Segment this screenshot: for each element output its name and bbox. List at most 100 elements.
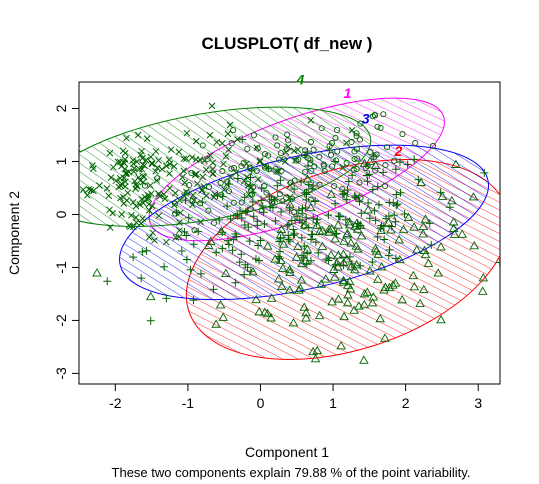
point-triangle: [345, 284, 356, 293]
point-plus: [300, 188, 309, 197]
point-triangle: [363, 205, 373, 214]
point-plus: [382, 214, 391, 223]
point-circle: [184, 189, 191, 196]
point-plus: [103, 277, 112, 286]
point-triangle: [379, 285, 389, 294]
point-triangle: [370, 160, 381, 170]
point-cross: [234, 136, 241, 143]
point-plus: [322, 255, 331, 264]
point-triangle: [299, 302, 310, 311]
point-cross: [165, 156, 173, 164]
point-cross: [148, 159, 156, 167]
point-triangle: [375, 313, 385, 323]
point-cross: [67, 171, 73, 177]
point-cross: [112, 177, 120, 185]
chart-title: CLUSPLOT( df_new ): [202, 34, 373, 53]
point-plus: [371, 216, 380, 225]
point-cross: [348, 126, 356, 134]
point-cross: [125, 168, 133, 176]
point-plus: [331, 199, 340, 208]
point-plus: [224, 240, 233, 249]
y-tick-label: 1: [53, 157, 69, 165]
point-plus: [348, 171, 357, 180]
point-cross: [343, 139, 350, 147]
point-triangle: [376, 225, 387, 234]
point-plus: [495, 258, 500, 267]
point-triangle: [533, 222, 539, 229]
point-cross: [79, 144, 81, 152]
point-cross: [148, 160, 156, 168]
point-plus: [138, 247, 147, 256]
point-cross: [116, 174, 124, 182]
point-cross: [206, 131, 214, 139]
point-cross: [137, 220, 145, 227]
point-plus: [297, 233, 306, 242]
point-cross: [339, 164, 347, 171]
point-cross: [240, 177, 248, 185]
point-cross: [155, 157, 162, 164]
point-circle: [284, 131, 291, 138]
point-triangle: [390, 278, 401, 287]
point-triangle: [478, 273, 489, 282]
point-circle: [289, 195, 296, 202]
point-plus: [240, 270, 249, 279]
point-cross: [96, 182, 103, 189]
point-cross: [256, 157, 264, 164]
point-cross: [170, 163, 178, 170]
point-plus: [353, 219, 362, 228]
point-cross: [85, 185, 93, 193]
point-cross: [72, 178, 78, 184]
point-circle: [238, 199, 245, 206]
point-cross: [152, 147, 160, 155]
point-plus: [257, 196, 266, 205]
point-plus: [294, 206, 303, 215]
point-plus: [391, 217, 400, 226]
point-triangle: [339, 311, 349, 321]
y-tick-label: -1: [53, 261, 69, 274]
point-cross: [106, 224, 114, 231]
point-plus: [162, 294, 171, 303]
plot-area: -2 -1 0 1 2 3 -3 -2 -1 0 1 2 1 2 3 4: [53, 72, 539, 411]
point-plus: [363, 171, 372, 180]
point-plus: [237, 213, 246, 222]
point-cross: [177, 209, 184, 217]
point-cross: [253, 144, 261, 152]
point-plus: [189, 240, 198, 249]
point-plus: [298, 204, 307, 213]
point-circle: [356, 179, 363, 186]
point-plus: [391, 254, 400, 263]
point-cross: [209, 165, 217, 173]
point-plus: [302, 195, 311, 204]
point-cross: [153, 164, 161, 172]
point-circle: [263, 189, 270, 196]
point-circle: [265, 152, 272, 159]
point-plus: [289, 231, 298, 240]
point-plus: [393, 200, 402, 209]
point-cross: [207, 152, 214, 159]
point-cross: [256, 158, 264, 166]
point-plus: [307, 235, 316, 244]
x-tick-label: 3: [474, 395, 482, 411]
point-plus: [410, 155, 419, 164]
point-circle: [254, 145, 261, 152]
point-triangle: [221, 268, 231, 277]
point-plus: [177, 247, 186, 256]
point-plus: [142, 246, 151, 255]
point-plus: [389, 198, 398, 207]
point-plus: [391, 165, 400, 174]
point-triangle: [349, 305, 359, 314]
point-triangle: [416, 177, 426, 187]
point-circle: [230, 199, 237, 206]
y-tick-label: 0: [53, 210, 69, 218]
point-circle: [279, 198, 286, 205]
point-cross: [262, 162, 269, 170]
point-cross: [145, 233, 153, 241]
point-cross: [243, 173, 251, 181]
point-cross: [131, 177, 139, 185]
point-circle: [329, 163, 336, 170]
point-triangle: [276, 224, 287, 233]
point-cross: [103, 185, 111, 192]
point-cross: [286, 182, 294, 189]
point-circle: [219, 168, 226, 175]
point-circle: [293, 157, 300, 164]
